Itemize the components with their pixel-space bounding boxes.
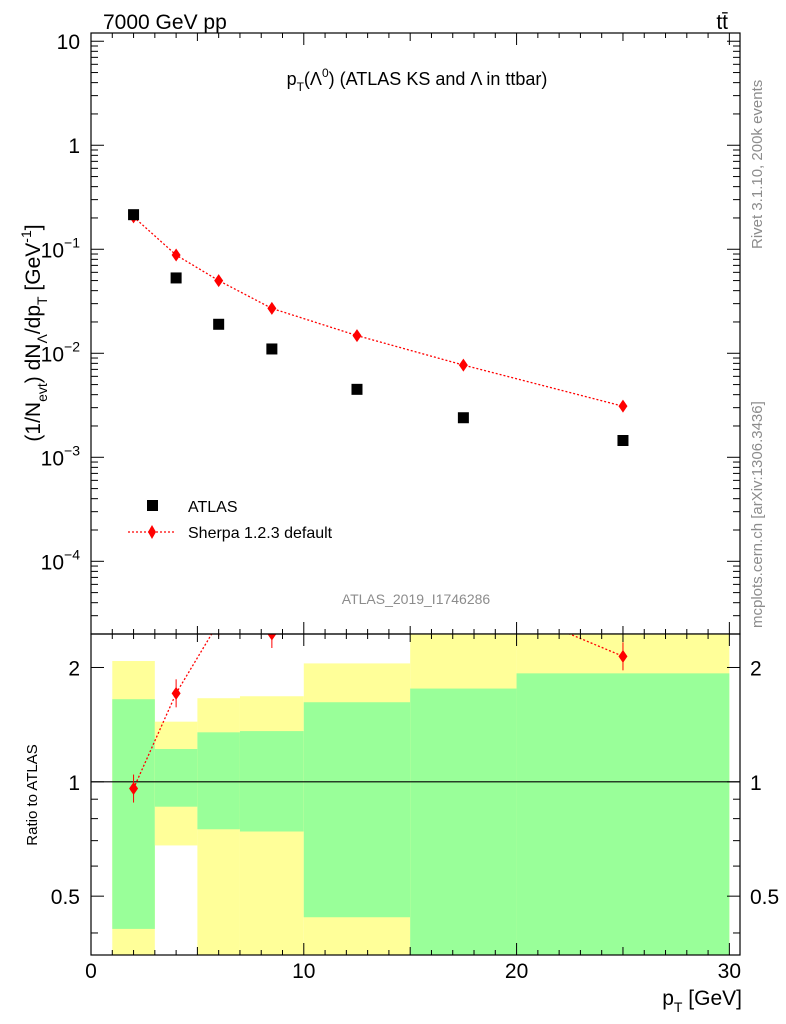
ratio-bands [112,634,730,955]
title-rest: ) (ATLAS KS and Λ in ttbar) [329,69,548,89]
ratio-x-ticks: 0 10 20 30 [85,634,741,983]
ratio-series-group [129,579,628,803]
atlas-point [128,209,140,221]
sherpa-point [352,329,362,343]
header-left-label: 7000 GeV pp [103,11,227,34]
legend-atlas-label: ATLAS [188,499,238,516]
ratio-sherpa-point [267,634,277,641]
uncertainty-band-inner [197,732,240,830]
ylabel-d-sup: -1 [18,230,34,243]
xlabel-p: p [662,987,674,1010]
main-y-tick-base: 10 [41,551,64,574]
plot-title: pT(Λ0) (ATLAS KS and Λ in ttbar) [287,66,548,94]
ratio-marks [91,579,740,803]
ratio-y-tick-label: 2 [68,657,80,680]
ylabel-d: [GeV [22,243,45,297]
main-y-tick-exponent: −3 [64,442,80,458]
sherpa-line [133,216,624,407]
x-tick-label: 30 [718,960,741,983]
main-y-tick-base: 10 [41,239,64,262]
sherpa-point [171,248,181,262]
sherpa-point [214,274,224,288]
ylabel-a: (1/N [22,402,45,442]
title-sub: T [297,80,305,94]
atlas-point [170,272,182,284]
main-y-tick-base: 10 [41,343,64,366]
atlas-point [213,318,225,330]
uncertainty-band-inner [154,749,198,807]
title-p: p [287,69,297,89]
rivet-version-label: Rivet 3.1.10, 200k events [749,80,766,249]
legend: ATLAS Sherpa 1.2.3 default [128,499,333,542]
xlabel-rest: [GeV] [682,987,742,1010]
ratio-y-tick-label: 0.5 [51,886,80,909]
main-y-axis-label: (1/Nevt) dNΛ/dpT [GeV-1] [18,224,50,441]
main-frame [90,32,741,635]
header-right-label: tt̄ [716,11,728,34]
ylabel-b: ) dN [22,344,45,384]
main-y-tick-base: 1 [68,135,80,158]
ylabel-a-sub: evt [34,383,50,402]
main-y-tick-exponent: −4 [64,546,80,562]
sherpa-point [618,399,628,413]
main-y-tick-label: 10−1 [41,234,81,262]
legend-atlas-marker [147,500,158,511]
sherpa-point [267,301,277,315]
x-tick-label: 10 [292,960,315,983]
ratio-sherpa-point [129,782,139,796]
atlas-point [266,343,278,355]
main-y-tick-label: 10 [57,31,80,54]
ratio-frame [90,633,741,956]
x-tick-label: 0 [85,960,97,983]
ratio-y-tick-label: 1 [68,772,80,795]
ylabel-c: /dp [22,305,45,334]
ratio-y-tick-label-right: 1 [750,772,762,795]
main-y-tick-exponent: −2 [64,338,80,354]
atlas-point [617,435,629,447]
atlas-point [351,383,363,395]
xlabel-sub: T [674,999,683,1015]
ratio-sherpa-point [214,616,223,629]
main-marks [128,209,629,447]
ratio-sherpa-point [171,686,181,700]
ylabel-c-sub: T [34,296,50,305]
atlas-point [457,412,469,424]
main-y-tick-base: 10 [57,31,80,54]
main-y-tick-exponent: −1 [64,234,80,250]
main-y-tick-label: 10−4 [41,546,81,574]
ylabel-b-sub: Λ [34,334,50,344]
legend-sherpa-label: Sherpa 1.2.3 default [188,525,333,542]
mcplots-label: mcplots.cern.ch [arXiv:1306.3436] [749,401,766,628]
sherpa-point [458,358,468,372]
title-sup: 0 [322,66,329,80]
uncertainty-band-inner [303,702,411,918]
uncertainty-band-inner [410,688,517,955]
main-x-ticks [90,33,730,634]
main-y-tick-label: 10−2 [41,338,81,366]
ratio-panel: 2 2 1 1 0.5 0.5 0 10 20 30 Ratio to ATLAS pT [Ge… [24,579,779,1015]
ratio-y-tick-label-right: 2 [750,657,762,680]
ratio-sherpa-point [618,649,628,663]
x-tick-label: 20 [505,960,528,983]
ratio-y-ticks: 2 2 1 1 0.5 0.5 [51,657,779,934]
legend-sherpa-marker [148,525,156,539]
analysis-watermark: ATLAS_2019_I1746286 [342,591,491,607]
main-y-tick-label: 1 [68,135,80,158]
main-y-tick-base: 10 [41,447,64,470]
main-y-tick-label: 10−3 [41,442,81,470]
ratio-sherpa-point [352,579,361,592]
title-open: (Λ [304,69,322,89]
uncertainty-band-inner [112,699,155,929]
ylabel-e: ] [22,224,45,230]
uncertainty-band-inner [516,673,730,955]
ratio-y-axis-label: Ratio to ATLAS [24,744,41,845]
ratio-y-tick-label-right: 0.5 [750,886,779,909]
x-axis-label: pT [GeV] [662,987,742,1015]
